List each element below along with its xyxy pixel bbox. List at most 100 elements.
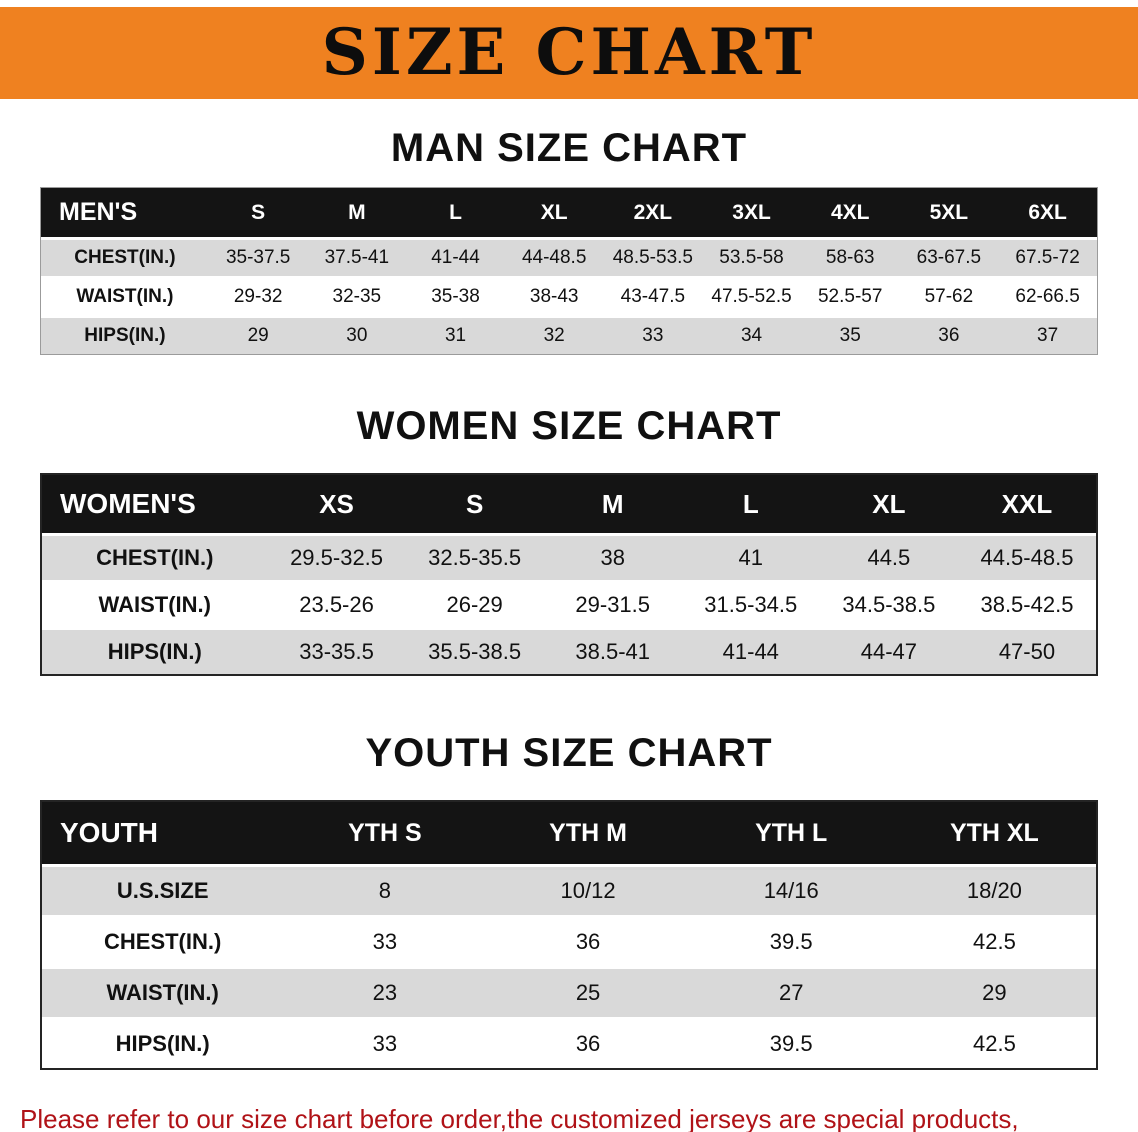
size-header-cell: YTH S (283, 802, 487, 866)
table-row: CHEST(IN.) 29.5-32.5 32.5-35.5 38 41 44.5 44.5… (42, 534, 1096, 582)
youth-size-table: YOUTH YTH S YTH M YTH L YTH XL U.S.SIZE 8 10/12… (42, 802, 1096, 1068)
value-cell: 35-38 (431, 286, 480, 307)
size-header-cell: 4XL (800, 188, 900, 239)
value-cell: 36 (575, 929, 601, 954)
youth-section-heading: YOUTH SIZE CHART (365, 731, 773, 775)
value-cell: 38-43 (529, 286, 579, 307)
value-cell: 29-32 (233, 286, 283, 307)
men-section: MAN SIZE CHART MEN'S S M L XL 2XL 3XL 4XL 5XL 6XL… (0, 125, 1138, 355)
size-header-cell: M (307, 188, 407, 239)
row-label-cell: HIPS(IN.) (107, 639, 202, 664)
size-header-cell: XL (819, 475, 958, 535)
value-cell: 33 (642, 325, 664, 346)
women-section: WOMEN SIZE CHART WOMEN'S XS S M L XL XXL CHEST(… (0, 403, 1138, 676)
value-cell: 29-31.5 (575, 592, 651, 617)
value-cell: 36 (575, 1031, 601, 1056)
value-cell: 38.5-42.5 (980, 592, 1074, 617)
table-title-cell: MEN'S (41, 188, 209, 239)
value-cell: 34.5-38.5 (842, 592, 936, 617)
row-label-cell: WAIST(IN.) (76, 286, 174, 307)
value-cell: 41 (738, 545, 764, 570)
banner: SIZE CHART (0, 7, 1138, 99)
men-size-table-frame: MEN'S S M L XL 2XL 3XL 4XL 5XL 6XL CHEST(IN.) 35-37… (40, 187, 1098, 355)
value-cell: 48.5-53.5 (612, 247, 693, 268)
value-cell: 43-47.5 (620, 286, 686, 307)
table-row: CHEST(IN.) 35-37.5 37.5-41 41-44 44-48.5 48.5… (41, 238, 1097, 278)
value-cell: 36 (938, 325, 960, 346)
value-cell: 8 (378, 878, 392, 903)
value-cell: 23 (372, 980, 398, 1005)
size-header-cell: S (208, 188, 308, 239)
value-cell: 23.5-26 (299, 592, 374, 617)
value-cell: 31 (444, 325, 467, 346)
table-header-row: WOMEN'S XS S M L XL XXL (42, 475, 1096, 535)
value-cell: 38.5-41 (575, 639, 651, 664)
value-cell: 38 (600, 545, 625, 570)
row-label-cell: WAIST(IN.) (98, 592, 211, 617)
size-header-cell: YTH M (486, 802, 690, 866)
value-cell: 41-44 (722, 639, 779, 664)
table-row: HIPS(IN.) 33-35.5 35.5-38.5 38.5-41 41-44 44-… (42, 628, 1096, 674)
table-row: WAIST(IN.) 23.5-26 26-29 29-31.5 31.5-34.5 34… (42, 581, 1096, 629)
size-header-cell: XXL (957, 475, 1096, 535)
table-row: U.S.SIZE 8 10/12 14/16 18/20 (42, 865, 1096, 917)
page-title: SIZE CHART (321, 15, 817, 90)
value-cell: 33 (372, 1031, 398, 1056)
disclaimer-line-1: Please refer to our size chart before or… (20, 1104, 1019, 1132)
size-header-cell: YTH L (689, 802, 893, 866)
value-cell: 34 (740, 325, 763, 346)
value-cell: 33 (372, 929, 398, 954)
size-header-cell: M (543, 475, 682, 535)
size-header-cell: 2XL (603, 188, 703, 239)
women-size-table: WOMEN'S XS S M L XL XXL CHEST(IN.) 29.5-32.5 32.5… (42, 475, 1096, 674)
size-header-cell: XL (504, 188, 604, 239)
size-header-cell: YTH XL (892, 802, 1096, 866)
value-cell: 47-50 (998, 639, 1056, 664)
value-cell: 41-44 (431, 247, 480, 268)
men-section-heading: MAN SIZE CHART (390, 126, 748, 170)
size-header-cell: L (406, 188, 505, 239)
value-cell: 14/16 (763, 878, 819, 903)
value-cell: 33-35.5 (299, 639, 374, 664)
value-cell: 44-48.5 (521, 247, 587, 268)
value-cell: 26-29 (446, 592, 503, 617)
value-cell: 39.5 (769, 929, 813, 954)
row-label-cell: HIPS(IN.) (84, 325, 166, 346)
table-header-row: YOUTH YTH S YTH M YTH L YTH XL (42, 802, 1096, 866)
value-cell: 44.5-48.5 (980, 545, 1074, 570)
size-header-cell: 5XL (899, 188, 999, 239)
value-cell: 63-67.5 (916, 247, 982, 268)
women-section-heading: WOMEN SIZE CHART (356, 404, 782, 448)
table-title-cell: WOMEN'S (42, 475, 268, 535)
value-cell: 25 (575, 980, 601, 1005)
value-cell: 62-66.5 (1015, 286, 1080, 307)
value-cell: 44-47 (860, 639, 917, 664)
row-label-cell: U.S.SIZE (116, 878, 209, 903)
value-cell: 18/20 (966, 878, 1022, 903)
row-label-cell: CHEST(IN.) (96, 545, 214, 570)
value-cell: 27 (778, 980, 804, 1005)
value-cell: 32.5-35.5 (428, 545, 522, 570)
size-header-cell: 3XL (702, 188, 801, 239)
table-row: HIPS(IN.) 33 36 39.5 42.5 (42, 1018, 1096, 1069)
table-row: WAIST(IN.) 23 25 27 29 (42, 967, 1096, 1019)
value-cell: 53.5-58 (719, 247, 784, 268)
youth-size-table-frame: YOUTH YTH S YTH M YTH L YTH XL U.S.SIZE 8 10/12… (40, 800, 1098, 1070)
youth-section: YOUTH SIZE CHART YOUTH YTH S YTH M YTH L YTH… (0, 730, 1138, 1070)
table-row: WAIST(IN.) 29-32 32-35 35-38 38-43 43-47.5 47.… (41, 277, 1097, 317)
table-row: HIPS(IN.) 29 30 31 32 33 34 35 36 37 (41, 316, 1097, 354)
table-row: CHEST(IN.) 33 36 39.5 42.5 (42, 916, 1096, 968)
row-label-cell: CHEST(IN.) (74, 247, 176, 268)
value-cell: 32-35 (332, 286, 382, 307)
disclaimer: Please refer to our size chart before or… (20, 1098, 1118, 1132)
value-cell: 44.5 (867, 545, 911, 570)
value-cell: 42.5 (972, 1031, 1016, 1056)
value-cell: 35 (839, 325, 861, 346)
table-title-cell: YOUTH (42, 802, 284, 866)
value-cell: 37 (1037, 325, 1059, 346)
size-header-cell: 6XL (998, 188, 1097, 239)
value-cell: 10/12 (560, 878, 616, 903)
value-cell: 57-62 (924, 286, 974, 307)
value-cell: 29.5-32.5 (290, 545, 384, 570)
